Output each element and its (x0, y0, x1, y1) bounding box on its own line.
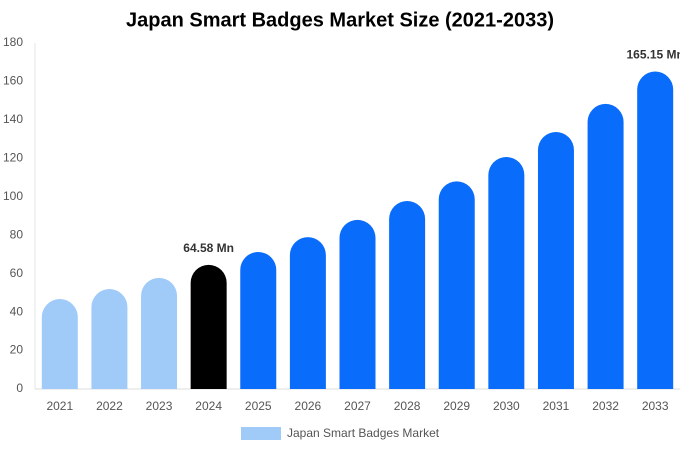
x-tick-label: 2021 (46, 399, 73, 413)
value-label: 64.58 Mn (183, 241, 234, 255)
bar (141, 277, 178, 389)
x-tick-label: 2030 (493, 399, 520, 413)
bar (637, 71, 674, 389)
y-tick-label: 60 (10, 266, 24, 280)
x-tick-label: 2026 (295, 399, 322, 413)
y-tick-label: 140 (3, 112, 23, 126)
x-tick-label: 2027 (344, 399, 371, 413)
x-tick-label: 2031 (543, 399, 570, 413)
bar (240, 251, 277, 389)
y-tick-label: 0 (16, 381, 23, 395)
x-tick-label: 2032 (592, 399, 619, 413)
legend-swatch (241, 427, 281, 440)
y-tick-label: 20 (10, 343, 24, 357)
x-tick-label: 2033 (642, 399, 669, 413)
bar (41, 299, 78, 389)
bar (91, 289, 128, 389)
bar (587, 103, 624, 389)
y-tick-label: 120 (3, 151, 23, 165)
bar (488, 157, 525, 389)
bar (438, 181, 475, 389)
y-tick-label: 100 (3, 189, 23, 203)
bar (289, 237, 326, 389)
x-tick-label: 2022 (96, 399, 123, 413)
bar (537, 131, 574, 389)
y-tick-label: 160 (3, 74, 23, 88)
x-tick-label: 2025 (245, 399, 272, 413)
x-tick-label: 2028 (394, 399, 421, 413)
x-tick-label: 2024 (195, 399, 222, 413)
y-tick-label: 40 (10, 304, 24, 318)
value-label: 165.15 Mn (627, 48, 680, 62)
legend-label: Japan Smart Badges Market (287, 426, 440, 440)
chart-title: Japan Smart Badges Market Size (2021-203… (126, 9, 554, 31)
x-tick-label: 2023 (146, 399, 173, 413)
x-tick-label: 2029 (443, 399, 470, 413)
y-tick-label: 80 (10, 227, 24, 241)
bar (389, 201, 426, 389)
bar (339, 219, 376, 389)
bar (190, 264, 227, 389)
y-tick-label: 180 (3, 35, 23, 49)
